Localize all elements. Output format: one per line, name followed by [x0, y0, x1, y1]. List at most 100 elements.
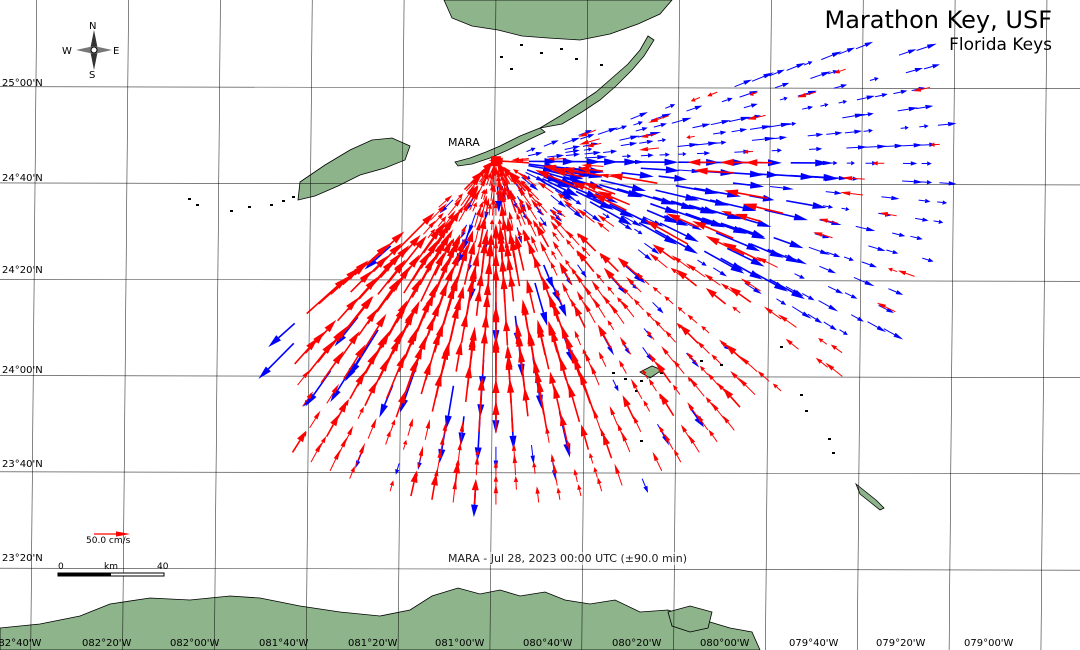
vector-head: [454, 197, 463, 207]
current-vector: [786, 121, 797, 127]
vector-shaft: [556, 247, 563, 257]
current-vector: [665, 330, 677, 343]
compass-south-label: S: [89, 70, 96, 81]
vector-shaft: [349, 382, 360, 400]
vector-head: [497, 225, 505, 241]
vector-shaft: [883, 145, 895, 148]
vector-shaft: [584, 156, 598, 159]
vector-head: [414, 345, 423, 360]
current-vector: [841, 176, 865, 181]
vector-head: [462, 201, 470, 212]
current-vector: [589, 452, 594, 464]
vector-shaft: [531, 444, 534, 456]
current-vector: [752, 271, 788, 292]
vector-head: [528, 332, 536, 347]
current-vector: [855, 225, 876, 232]
current-vector: [677, 306, 686, 314]
vector-shaft: [536, 205, 545, 216]
current-vector: [490, 195, 496, 216]
vector-shaft: [621, 365, 627, 374]
vector-head: [471, 478, 479, 491]
vector-head: [648, 378, 655, 386]
vector-shaft: [805, 91, 817, 96]
vector-head: [608, 127, 619, 133]
current-vector: [726, 247, 765, 267]
current-vector: [747, 114, 766, 120]
current-vector: [489, 182, 495, 201]
vector-shaft: [658, 324, 666, 332]
vector-head: [682, 151, 687, 157]
current-vector: [655, 361, 672, 384]
vector-head: [557, 200, 567, 208]
vector-head: [344, 367, 356, 382]
vector-head: [637, 230, 643, 235]
vector-head: [451, 233, 461, 249]
current-vector: [855, 41, 874, 50]
vector-shaft: [752, 172, 767, 176]
vector-shaft: [294, 347, 310, 365]
vector-head: [618, 215, 633, 226]
vector-head: [633, 298, 640, 306]
current-vector: [565, 259, 572, 269]
current-vector: [646, 330, 655, 341]
current-vector: [597, 191, 631, 206]
graticule-lat-line: [0, 471, 1080, 475]
vector-head: [426, 316, 435, 331]
vector-shaft: [632, 283, 642, 293]
vector-shaft: [411, 268, 429, 298]
vector-head: [492, 305, 500, 320]
current-vector: [268, 322, 296, 348]
vector-head: [607, 320, 613, 326]
vector-shaft: [642, 347, 649, 356]
vector-shaft: [521, 203, 526, 210]
vector-shaft: [826, 251, 835, 256]
vector-head: [333, 449, 341, 460]
current-vector: [721, 97, 733, 103]
vector-shaft: [533, 467, 536, 474]
current-vector: [509, 174, 525, 193]
vector-head: [621, 286, 629, 294]
vector-shaft: [431, 385, 439, 412]
vector-head: [592, 407, 599, 419]
vector-head: [428, 283, 438, 298]
vector-shaft: [666, 353, 675, 363]
current-vector: [457, 442, 462, 460]
vector-shaft: [584, 214, 595, 223]
vector-shaft: [897, 108, 909, 112]
vector-head: [597, 191, 612, 200]
vector-head: [517, 185, 526, 197]
vector-head: [493, 461, 499, 468]
vector-layer: [94, 41, 957, 537]
current-vector: [916, 104, 934, 110]
vector-shaft: [803, 62, 809, 66]
vector-head: [793, 213, 808, 221]
vector-shaft: [739, 93, 751, 98]
vector-shaft: [481, 343, 486, 375]
vector-shaft: [838, 101, 844, 104]
vector-shaft: [887, 213, 897, 217]
vector-shaft: [703, 369, 709, 376]
vector-head: [711, 354, 718, 361]
vector-head: [532, 461, 537, 468]
vector-head: [548, 294, 557, 308]
vector-head: [483, 293, 491, 308]
vector-shaft: [589, 201, 621, 220]
vector-shaft: [520, 213, 526, 226]
vector-shaft: [591, 165, 604, 167]
vector-shaft: [615, 127, 623, 131]
vector-head: [393, 330, 403, 345]
vector-head: [529, 182, 539, 191]
vector-shaft: [511, 286, 515, 302]
current-vector: [433, 212, 444, 224]
vector-shaft: [649, 334, 655, 341]
vector-shaft: [429, 210, 440, 221]
vector-head: [694, 415, 705, 428]
graticule-lon-line: [397, 0, 405, 650]
vector-shaft: [735, 309, 741, 314]
current-vector: [863, 128, 873, 133]
current-vector: [464, 364, 472, 403]
vector-shaft: [519, 235, 523, 242]
current-vector: [830, 344, 843, 354]
vector-head: [720, 210, 732, 216]
